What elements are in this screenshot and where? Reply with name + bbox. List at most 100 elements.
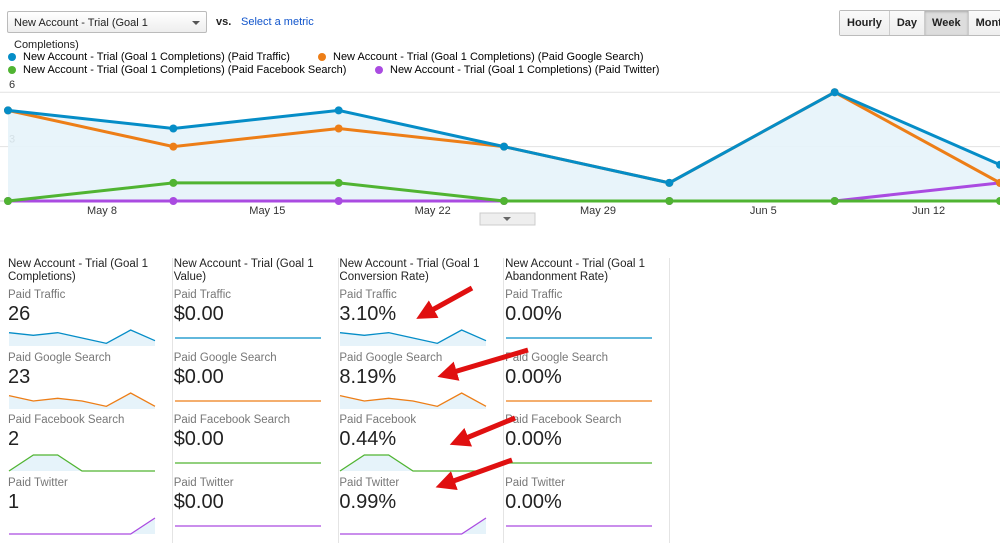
row-value: $0.00 xyxy=(173,490,224,513)
x-tick-label: May 29 xyxy=(580,205,616,217)
point xyxy=(500,197,508,205)
sparkline-line xyxy=(8,391,156,407)
scorecard-row: Paid Twitter 0.99% xyxy=(339,476,503,539)
sparkline xyxy=(8,329,156,346)
sparkline xyxy=(340,516,487,535)
scorecard-row: Paid Twitter 0.00% xyxy=(505,476,669,539)
point xyxy=(996,160,1000,169)
row-label: Paid Twitter xyxy=(8,476,68,489)
interval-button[interactable]: Week xyxy=(924,11,968,35)
legend-swatch xyxy=(318,53,326,61)
point xyxy=(830,197,839,205)
sparkline xyxy=(174,399,321,402)
sparkline-line xyxy=(340,329,487,345)
scorecard-title: New Account - Trial (Goal 1 Value) xyxy=(173,258,314,283)
sparkline xyxy=(340,454,487,472)
row-label: Paid Traffic xyxy=(8,289,66,301)
scorecard-row: Paid Google Search 8.19% xyxy=(339,351,503,414)
x-tick-label: Jun 12 xyxy=(912,205,945,217)
row-label: Paid Facebook Search xyxy=(8,414,125,426)
point xyxy=(665,178,674,187)
row-value: 0.00% xyxy=(505,428,562,450)
point xyxy=(169,197,178,205)
sparkline-line xyxy=(340,516,487,535)
collapse-caret xyxy=(503,217,511,221)
point xyxy=(4,197,12,205)
scorecard-title: New Account - Trial (Goal 1 Completions) xyxy=(8,258,148,283)
interval-button[interactable]: Day xyxy=(888,11,925,35)
scorecard-row: Paid Traffic 0.00% xyxy=(505,288,669,351)
legend-swatch xyxy=(8,66,16,74)
scorecard-title: New Account - Trial (Goal 1 Abandonment … xyxy=(505,258,646,283)
sparkline xyxy=(8,391,156,409)
sparkline-line xyxy=(340,391,487,407)
sparkline-area xyxy=(340,517,487,534)
sparkline xyxy=(506,524,653,527)
legend-label: New Account - Trial (Goal 1 Completions)… xyxy=(23,64,346,76)
interval-button[interactable]: Hourly xyxy=(840,11,889,35)
point xyxy=(665,197,674,205)
scorecard-row: Paid Traffic $0.00 xyxy=(174,288,338,351)
row-value: 0.00% xyxy=(505,365,562,388)
sparkline xyxy=(506,399,653,402)
row-label: Paid Google Search xyxy=(339,351,443,364)
scorecard-row: Paid Facebook Search 0.00% xyxy=(505,413,669,476)
row-value: 0.44% xyxy=(339,428,397,450)
row-label: Paid Google Search xyxy=(505,351,609,364)
point xyxy=(4,106,12,115)
select-metric-link[interactable]: Select a metric xyxy=(241,16,314,28)
scorecard-row: Paid Google Search 0.00% xyxy=(505,351,669,414)
scorecard-row: Paid Facebook 0.44% xyxy=(339,413,503,476)
row-value: 3.10% xyxy=(339,303,397,325)
point xyxy=(169,142,178,151)
y-tick-label: 6 xyxy=(9,79,15,91)
row-label: Paid Facebook xyxy=(339,414,417,426)
row-label: Paid Twitter xyxy=(173,476,234,489)
sparkline xyxy=(9,516,156,535)
point xyxy=(334,124,343,133)
legend-label: New Account - Trial (Goal 1 Completions)… xyxy=(23,51,290,63)
sparkline xyxy=(340,329,487,346)
scorecard-column: New Account - Trial (Goal 1 Conversion R… xyxy=(338,258,505,543)
row-value: 26 xyxy=(8,303,31,325)
scorecard-row: Paid Google Search $0.00 xyxy=(174,351,338,414)
x-tick-label: May 15 xyxy=(249,205,285,217)
sparkline-line xyxy=(8,329,156,345)
point xyxy=(169,178,178,187)
legend-label: New Account - Trial (Goal 1 Completions)… xyxy=(333,51,644,63)
scorecard-row: Paid Facebook Search $0.00 xyxy=(174,413,338,476)
sparkline-line xyxy=(8,454,155,472)
sparkline xyxy=(174,462,321,464)
vs-label: vs. xyxy=(216,16,232,28)
row-label: Paid Traffic xyxy=(339,289,397,301)
chart: New Account - Trial (Goal 1 Completions)… xyxy=(0,51,1000,226)
row-label: Paid Google Search xyxy=(8,351,111,364)
sparkline xyxy=(506,462,653,464)
scorecard-row: Paid Traffic 26 xyxy=(8,288,172,351)
row-value: 8.19% xyxy=(339,365,397,388)
sparkline xyxy=(506,337,653,339)
point xyxy=(334,178,343,187)
sparkline xyxy=(174,524,321,527)
interval-button[interactable]: Month xyxy=(967,11,1000,35)
metric-dropdown[interactable]: New Account - Trial (Goal 1 Completions) xyxy=(7,11,207,51)
scorecard-row: Paid Twitter 1 xyxy=(8,476,172,539)
scorecard-row: Paid Traffic 3.10% xyxy=(339,288,503,351)
point xyxy=(169,124,178,133)
row-value: $0.00 xyxy=(173,365,224,388)
interval-buttons: HourlyDayWeekMonth xyxy=(839,10,1000,36)
point xyxy=(830,88,839,97)
sparkline xyxy=(174,337,321,339)
legend-swatch xyxy=(8,53,16,61)
row-value: 0.00% xyxy=(505,490,562,513)
x-tick-label: May 8 xyxy=(87,205,117,217)
scorecard-title: New Account - Trial (Goal 1 Conversion R… xyxy=(339,258,480,283)
row-value: 23 xyxy=(8,365,31,388)
scorecard-row: Paid Twitter $0.00 xyxy=(174,476,338,539)
x-tick-label: Jun 5 xyxy=(750,205,777,217)
row-value: $0.00 xyxy=(173,303,224,325)
sparkline-line xyxy=(9,516,156,535)
row-label: Paid Traffic xyxy=(505,289,563,301)
row-value: 0.99% xyxy=(339,490,397,513)
